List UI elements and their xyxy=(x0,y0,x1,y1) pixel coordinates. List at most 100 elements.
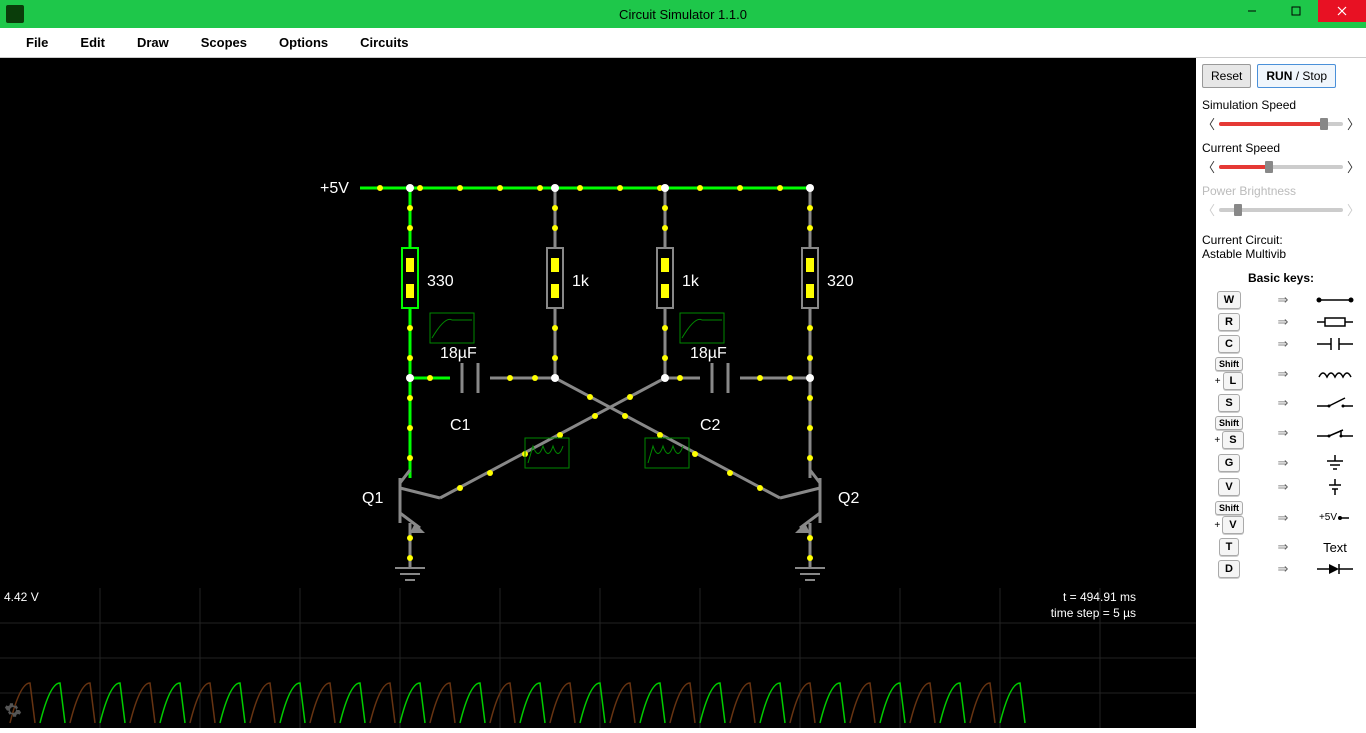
slider-label: Simulation Speed xyxy=(1202,98,1360,112)
key-row-shift-l: Shift +L ⇒ xyxy=(1202,355,1360,392)
symbol-ground xyxy=(1314,453,1356,473)
keycap: W xyxy=(1217,291,1241,309)
menu-scopes[interactable]: Scopes xyxy=(185,31,263,54)
r4-label: 320 xyxy=(827,273,854,290)
symbol-inductor xyxy=(1314,367,1356,381)
key-row-v: V ⇒ xyxy=(1202,475,1360,499)
arrow-icon: ⇒ xyxy=(1278,539,1289,555)
slider-label: Current Speed xyxy=(1202,141,1360,155)
r1-label: 330 xyxy=(427,273,454,290)
key-row-w: W ⇒ xyxy=(1202,289,1360,311)
slider-simulation-speed: Simulation Speed 〈 〉 xyxy=(1202,98,1360,133)
q2-name: Q2 xyxy=(838,490,859,507)
key-row-c: C ⇒ xyxy=(1202,333,1360,355)
slider-label: Power Brightness xyxy=(1202,184,1360,198)
slider-decrease-icon[interactable]: 〈 xyxy=(1202,157,1215,176)
key-row-s: S ⇒ xyxy=(1202,392,1360,414)
slider-track[interactable] xyxy=(1219,165,1343,169)
key-row-shift-s: Shift +S ⇒ xyxy=(1202,414,1360,451)
key-row-r: R ⇒ xyxy=(1202,311,1360,333)
scope-timestep: time step = 5 µs xyxy=(1051,606,1136,620)
circuit-canvas[interactable]: +5V 330 1k 1k 320 18µF 18µF C1 C2 Q1 Q2 xyxy=(0,58,1196,728)
menu-file[interactable]: File xyxy=(10,31,64,54)
slider-track[interactable] xyxy=(1219,122,1343,126)
circuit-info: Current Circuit: Astable Multivib xyxy=(1202,233,1360,261)
symbol-diode xyxy=(1314,562,1356,576)
side-panel: Reset RUN / Stop Simulation Speed 〈 〉 Cu… xyxy=(1196,58,1366,728)
minimize-button[interactable] xyxy=(1230,0,1274,22)
key-row-d: D ⇒ xyxy=(1202,558,1360,580)
maximize-button[interactable] xyxy=(1274,0,1318,22)
slider-current-speed: Current Speed 〈 〉 xyxy=(1202,141,1360,176)
arrow-icon: ⇒ xyxy=(1278,314,1289,330)
menu-edit[interactable]: Edit xyxy=(64,31,121,54)
window-controls xyxy=(1230,0,1366,22)
arrow-icon: ⇒ xyxy=(1278,366,1289,382)
keys-title: Basic keys: xyxy=(1202,271,1360,285)
keycap-combo: Shift +L xyxy=(1215,357,1244,390)
arrow-icon: ⇒ xyxy=(1278,455,1289,471)
arrow-icon: ⇒ xyxy=(1278,425,1289,441)
keycap: D xyxy=(1218,560,1240,578)
key-row-shift-v: Shift +V ⇒ +5V xyxy=(1202,499,1360,536)
arrow-icon: ⇒ xyxy=(1278,292,1289,308)
run-stop-button[interactable]: RUN / Stop xyxy=(1257,64,1336,88)
circuit-diagram: +5V 330 1k 1k 320 18µF 18µF C1 C2 Q1 Q2 xyxy=(0,58,1196,588)
arrow-icon: ⇒ xyxy=(1278,510,1289,526)
q1-name: Q1 xyxy=(362,490,383,507)
gear-icon[interactable] xyxy=(4,701,22,724)
symbol-voltage xyxy=(1314,477,1356,497)
key-row-g: G ⇒ xyxy=(1202,451,1360,475)
keycap-combo: Shift +V xyxy=(1214,501,1243,534)
voltage-label: +5V xyxy=(320,180,349,197)
symbol-text: Text xyxy=(1314,540,1356,555)
keycap-combo: Shift +S xyxy=(1214,416,1243,449)
arrow-icon: ⇒ xyxy=(1278,561,1289,577)
keycap: C xyxy=(1218,335,1240,353)
main-area: +5V 330 1k 1k 320 18µF 18µF C1 C2 Q1 Q2 xyxy=(0,58,1366,728)
window-title: Circuit Simulator 1.1.0 xyxy=(619,7,747,22)
slider-power-brightness: Power Brightness 〈 〉 xyxy=(1202,184,1360,219)
slider-increase-icon[interactable]: 〉 xyxy=(1347,114,1360,133)
scope-voltage: 4.42 V xyxy=(4,590,39,604)
close-button[interactable] xyxy=(1318,0,1366,22)
symbol-wire xyxy=(1314,293,1356,307)
keycap: R xyxy=(1218,313,1240,331)
oscilloscope[interactable]: 4.42 V t = 494.91 ms time step = 5 µs xyxy=(0,588,1196,728)
menu-options[interactable]: Options xyxy=(263,31,344,54)
keycap: V xyxy=(1218,478,1239,496)
c2-value: 18µF xyxy=(690,345,727,362)
keycap: G xyxy=(1218,454,1241,472)
keys-list: W ⇒ R ⇒ C ⇒ Shift +L ⇒ S ⇒ Shift +S ⇒ G … xyxy=(1202,289,1360,722)
symbol-capacitor xyxy=(1314,336,1356,352)
scope-time: t = 494.91 ms xyxy=(1063,590,1136,604)
reset-button[interactable]: Reset xyxy=(1202,64,1251,88)
c2-name: C2 xyxy=(700,417,721,434)
arrow-icon: ⇒ xyxy=(1278,395,1289,411)
symbol-dc-source: +5V xyxy=(1314,511,1356,525)
slider-increase-icon[interactable]: 〉 xyxy=(1347,157,1360,176)
symbol-switch-open xyxy=(1314,396,1356,410)
titlebar: Circuit Simulator 1.1.0 xyxy=(0,0,1366,28)
slider-increase-icon: 〉 xyxy=(1347,200,1360,219)
menu-draw[interactable]: Draw xyxy=(121,31,185,54)
r3-label: 1k xyxy=(682,273,700,290)
circuit-name: Astable Multivib xyxy=(1202,247,1360,261)
symbol-switch-closed xyxy=(1314,426,1356,440)
arrow-icon: ⇒ xyxy=(1278,336,1289,352)
app-icon xyxy=(6,5,24,23)
slider-decrease-icon[interactable]: 〈 xyxy=(1202,114,1215,133)
symbol-resistor xyxy=(1314,315,1356,329)
slider-track xyxy=(1219,208,1343,212)
arrow-icon: ⇒ xyxy=(1278,479,1289,495)
menu-circuits[interactable]: Circuits xyxy=(344,31,424,54)
keycap: S xyxy=(1218,394,1239,412)
circuit-info-label: Current Circuit: xyxy=(1202,233,1360,247)
keycap: T xyxy=(1219,538,1240,556)
r2-label: 1k xyxy=(572,273,590,290)
c1-value: 18µF xyxy=(440,345,477,362)
menubar: File Edit Draw Scopes Options Circuits xyxy=(0,28,1366,58)
c1-name: C1 xyxy=(450,417,471,434)
key-row-t: T ⇒ Text xyxy=(1202,536,1360,558)
slider-decrease-icon: 〈 xyxy=(1202,200,1215,219)
